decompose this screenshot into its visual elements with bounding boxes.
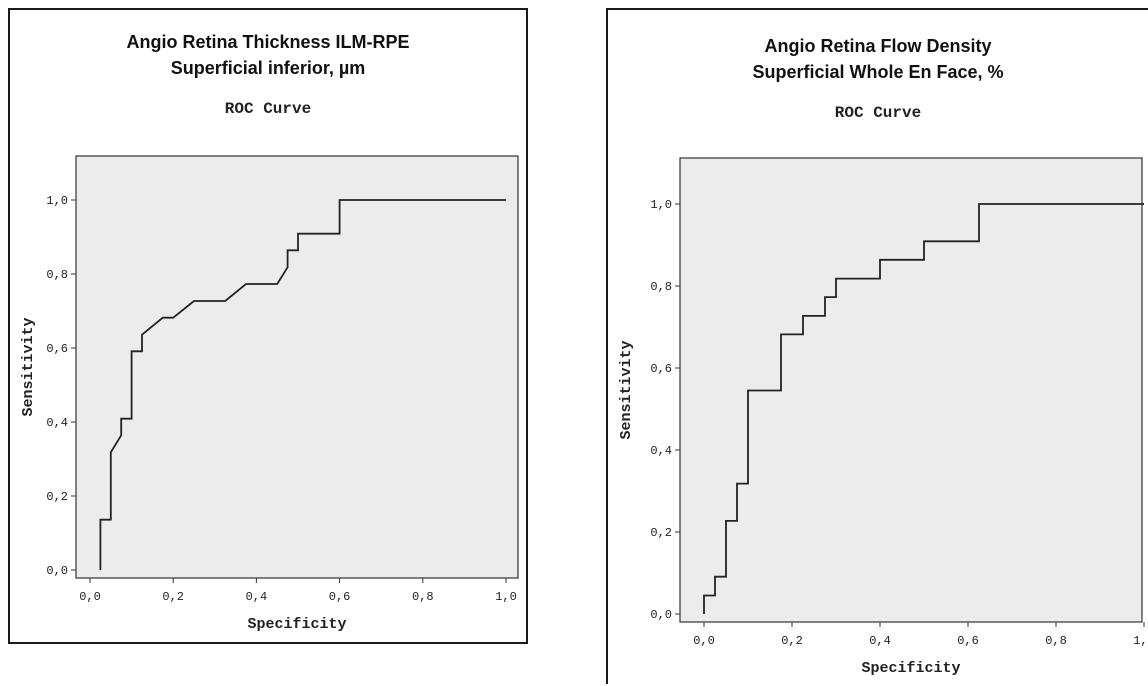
roc-plot-thickness: 0,0 0,2 0,4 0,6 0,8 1,0 0,0 0,2 0,4 0,6 0,8 1,0 Spec… bbox=[20, 155, 519, 633]
x-tick-label: 1,0 bbox=[1133, 634, 1148, 648]
x-tick-label: 1,0 bbox=[495, 590, 517, 604]
roc-curve-line bbox=[703, 203, 1144, 614]
y-tick-label: 1,0 bbox=[46, 194, 68, 208]
y-tick-label: 0,6 bbox=[650, 362, 672, 376]
roc-plot-flow-density: 0,0 0,2 0,4 0,6 0,8 1,0 0,0 0,2 0,4 0,6 0,8 1,0 Spec… bbox=[618, 157, 1148, 677]
x-tick-label: 0,6 bbox=[957, 634, 979, 648]
y-axis-title: Sensitivity bbox=[618, 340, 635, 439]
chart-title: Angio Retina Thickness ILM-RPE bbox=[126, 32, 410, 52]
x-axis-title: Specificity bbox=[247, 616, 346, 633]
chart-title: Angio Retina Flow Density bbox=[764, 36, 992, 56]
roc-chart-flow-density-panel: Angio Retina Flow Density Superficial Wh… bbox=[606, 8, 1148, 684]
roc-curve-line bbox=[99, 199, 506, 570]
x-tick-label: 0,4 bbox=[246, 590, 268, 604]
y-tick-label: 0,2 bbox=[650, 526, 672, 540]
y-tick-label: 0,0 bbox=[46, 564, 68, 578]
x-tick-label: 0,2 bbox=[162, 590, 184, 604]
y-tick-label: 0,6 bbox=[46, 342, 68, 356]
x-tick-label: 0,8 bbox=[412, 590, 434, 604]
roc-chart-thickness-panel: Angio Retina Thickness ILM-RPE Superfici… bbox=[8, 8, 528, 644]
y-tick-label: 1,0 bbox=[650, 198, 672, 212]
y-axis-title: Sensitivity bbox=[20, 317, 37, 416]
chart-title-line2: Superficial Whole En Face, % bbox=[752, 62, 1004, 82]
chart-title-line2: Superficial inferior, µm bbox=[170, 58, 366, 78]
y-tick-label: 0,4 bbox=[46, 416, 68, 430]
x-tick-label: 0,0 bbox=[79, 590, 101, 604]
x-tick-label: 0,8 bbox=[1045, 634, 1067, 648]
y-tick-label: 0,0 bbox=[650, 608, 672, 622]
plot-area bbox=[75, 155, 519, 579]
x-tick-label: 0,6 bbox=[329, 590, 351, 604]
chart-subtitle: ROC Curve bbox=[834, 104, 922, 122]
x-tick-label: 0,4 bbox=[869, 634, 891, 648]
y-tick-label: 0,4 bbox=[650, 444, 672, 458]
x-axis-title: Specificity bbox=[861, 660, 960, 677]
chart-subtitle: ROC Curve bbox=[224, 100, 312, 118]
y-tick-label: 0,2 bbox=[46, 490, 68, 504]
x-tick-label: 0,0 bbox=[693, 634, 715, 648]
x-tick-label: 0,2 bbox=[781, 634, 803, 648]
y-tick-label: 0,8 bbox=[650, 280, 672, 294]
y-tick-label: 0,8 bbox=[46, 268, 68, 282]
